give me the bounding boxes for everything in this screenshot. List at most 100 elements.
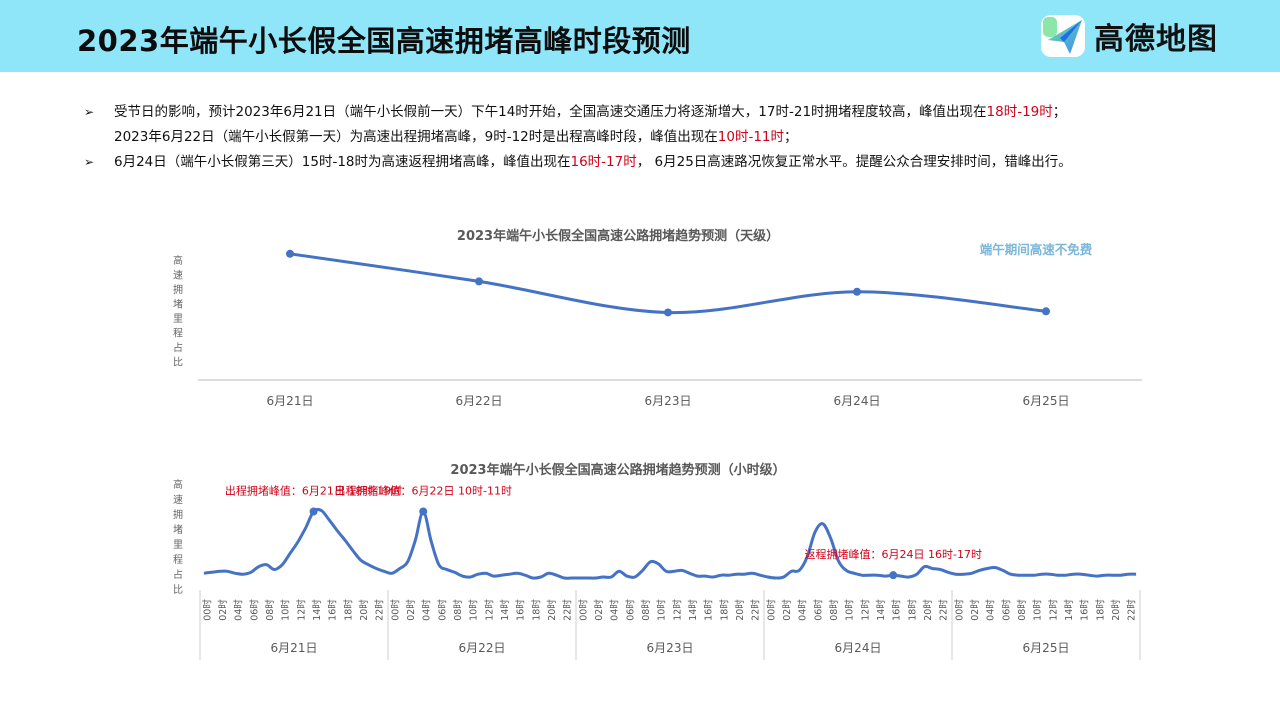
bullet-text: ；: [1052, 104, 1067, 120]
y-axis-label-char: 堵: [173, 523, 183, 536]
x-tick-label: 22时: [750, 599, 762, 621]
y-axis-label-char: 拥: [173, 283, 183, 296]
x-tick-label: 18时: [718, 599, 730, 621]
x-tick-label: 20时: [358, 599, 370, 621]
x-tick-label: 00时: [953, 599, 965, 621]
x-tick-label: 02时: [781, 599, 793, 621]
data-point: [1042, 307, 1050, 316]
x-tick-label: 06时: [624, 599, 636, 621]
x-tick-label: 18时: [342, 599, 354, 621]
series-line: [203, 507, 1137, 580]
x-tick-label: 08时: [1016, 599, 1028, 621]
x-tick-label: 6月23日: [645, 394, 692, 408]
x-tick-label: 16时: [891, 599, 903, 621]
y-axis-label-char: 拥: [173, 508, 183, 521]
x-tick-label: 12时: [859, 599, 871, 621]
bullet-text: ， 6月25日高速路况恢复正常水平。提醒公众合理安排时间，错峰出行。: [636, 154, 1072, 170]
chart-annotation: 端午期间高速不免费: [980, 242, 1093, 257]
x-tick-label: 16时: [1079, 599, 1091, 621]
bullet-text: 2023年6月22日（端午小长假第一天）为高速出程拥堵高峰，9时-12时是出程高…: [114, 129, 718, 145]
x-tick-label: 18时: [1094, 599, 1106, 621]
y-axis-label-char: 占: [173, 341, 183, 354]
arrow-bullet-icon: ➢: [84, 155, 95, 169]
x-tick-label: 10时: [656, 599, 668, 621]
x-tick-label: 02时: [405, 599, 417, 621]
x-tick-label: 14时: [499, 599, 511, 621]
x-group-label: 6月25日: [1023, 641, 1070, 655]
x-tick-label: 14时: [687, 599, 699, 621]
x-tick-label: 10时: [844, 599, 856, 621]
x-tick-label: 00时: [389, 599, 401, 621]
x-tick-label: 08时: [640, 599, 652, 621]
peak-annotation: 返程拥堵峰值：6月24日 16时-17时: [805, 547, 982, 561]
x-tick-label: 20时: [922, 599, 934, 621]
x-tick-label: 02时: [593, 599, 605, 621]
data-point: [286, 249, 294, 258]
x-tick-label: 16时: [515, 599, 527, 621]
x-tick-label: 14时: [311, 599, 323, 621]
data-point: [664, 308, 672, 317]
x-tick-label: 20时: [1110, 599, 1122, 621]
y-axis-label-char: 比: [173, 357, 183, 369]
logo-text: 高德地图: [1094, 22, 1218, 57]
y-axis-label-char: 里: [173, 539, 183, 551]
x-tick-label: 10时: [1032, 599, 1044, 621]
header-bar: 2023年端午小长假全国高速拥堵高峰时段预测 高德地图: [0, 0, 1280, 72]
y-axis-label-char: 速: [173, 494, 183, 506]
bullet-item: ➢ 6月24日（端午小长假第三天）15时-18时为高速返程拥堵高峰，峰值出现在1…: [84, 150, 1264, 175]
x-tick-label: 06时: [812, 599, 824, 621]
peak-annotation: 出程拥堵峰值：6月22日 10时-11时: [335, 484, 512, 498]
x-tick-label: 10时: [280, 599, 292, 621]
y-axis-label-char: 速: [173, 270, 183, 282]
x-tick-label: 04时: [609, 599, 621, 621]
x-tick-label: 04时: [233, 599, 245, 621]
x-tick-label: 06时: [1000, 599, 1012, 621]
x-tick-label: 00时: [765, 599, 777, 621]
bullet-text: ；: [784, 129, 798, 145]
bullet-highlight: 18时-19时: [986, 104, 1053, 120]
x-tick-label: 14时: [1063, 599, 1075, 621]
x-tick-label: 22时: [562, 599, 574, 621]
peak-annotation: 出程拥堵峰值：6月21日 18时-19时: [225, 484, 402, 498]
x-tick-label: 08时: [264, 599, 276, 621]
arrow-bullet-icon: ➢: [84, 105, 95, 119]
chart-title: 2023年端午小长假全国高速公路拥堵趋势预测（天级）: [457, 228, 779, 244]
x-tick-label: 00时: [201, 599, 213, 621]
x-tick-label: 04时: [421, 599, 433, 621]
peak-point: [419, 507, 428, 516]
x-tick-label: 6月24日: [834, 394, 881, 408]
bullet-line: 2023年6月22日（端午小长假第一天）为高速出程拥堵高峰，9时-12时是出程高…: [114, 125, 1264, 150]
x-tick-label: 22时: [1126, 599, 1138, 621]
bullet-line: 受节日的影响，预计2023年6月21日（端午小长假前一天）下午14时开始，全国高…: [114, 100, 1264, 125]
x-tick-label: 6月25日: [1023, 394, 1070, 408]
page-title: 2023年端午小长假全国高速拥堵高峰时段预测: [77, 24, 691, 58]
x-axis: 00时 02时 04时 06时 08时 10时 12时 14时 16时 18时 20时 22时6月21…: [199, 590, 1141, 660]
x-tick-label: 00时: [577, 599, 589, 621]
y-axis-label-char: 程: [173, 328, 183, 340]
bullet-item: ➢ 受节日的影响，预计2023年6月21日（端午小长假前一天）下午14时开始，全…: [84, 100, 1264, 150]
x-tick-label: 06时: [436, 599, 448, 621]
y-axis-label-char: 堵: [173, 298, 183, 311]
daily-trend-chart: 2023年端午小长假全国高速公路拥堵趋势预测（天级） 端午期间高速不免费 高速拥…: [173, 228, 1142, 408]
chart-title: 2023年端午小长假全国高速公路拥堵趋势预测（小时级）: [450, 462, 785, 478]
x-tick-label: 08时: [828, 599, 840, 621]
x-group-label: 6月24日: [835, 641, 882, 655]
x-group-label: 6月23日: [647, 641, 694, 655]
line-series: [286, 249, 1050, 317]
x-tick-label: 04时: [797, 599, 809, 621]
x-tick-label: 04时: [985, 599, 997, 621]
x-tick-label: 12时: [295, 599, 307, 621]
bullet-text: 受节日的影响，预计2023年6月21日（端午小长假前一天）下午14时开始，全国高…: [114, 104, 987, 120]
amap-logo-icon: [1041, 15, 1085, 57]
bullet-text: 6月24日（端午小长假第三天）15时-18时为高速返程拥堵高峰，峰值出现在: [114, 154, 571, 170]
x-tick-label: 6月21日: [267, 394, 314, 408]
x-tick-label: 12时: [483, 599, 495, 621]
x-tick-label: 02时: [217, 599, 229, 621]
bullet-line: 6月24日（端午小长假第三天）15时-18时为高速返程拥堵高峰，峰值出现在16时…: [114, 150, 1264, 175]
y-axis-label-char: 高: [173, 478, 183, 491]
bullet-highlight: 16时-17时: [570, 154, 637, 170]
x-tick-label: 16时: [703, 599, 715, 621]
